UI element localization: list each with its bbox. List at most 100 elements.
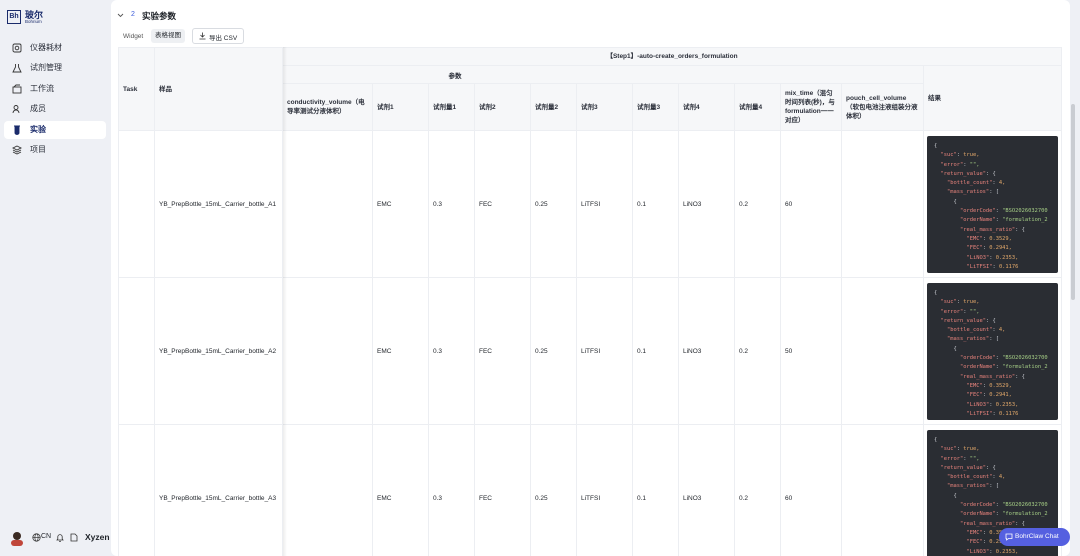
- frozen-shadow: [283, 47, 287, 556]
- value-cell: 0.3: [429, 425, 475, 556]
- nav-label: 实验: [30, 125, 46, 134]
- language[interactable]: CN: [41, 533, 52, 540]
- code-line: "return_value": {: [940, 464, 996, 471]
- collapse-chevron[interactable]: [117, 12, 124, 19]
- code-line: "orderName": "formulation_2: [959, 511, 1048, 518]
- nav-item[interactable]: 仪器耗材: [4, 39, 106, 57]
- code-line: "mass_ratios": [: [946, 483, 999, 490]
- value-cell: 0.2: [735, 425, 781, 556]
- scrollbar[interactable]: [1071, 104, 1075, 300]
- avatar: [11, 532, 23, 546]
- value-cell: LiNO3: [679, 131, 735, 278]
- code-line: {: [934, 198, 957, 205]
- code-line: "orderCode": "BSO2026032700: [959, 502, 1048, 509]
- code-line: {: [934, 437, 938, 443]
- nav-item[interactable]: 成员: [4, 100, 106, 118]
- code-block: { "suc": true, "error": "", "return_valu…: [927, 283, 1058, 420]
- column-header: mix_time（混匀时间列表(秒)，与formulation一一对应）: [781, 84, 842, 131]
- column-header: pouch_cell_volume（软包电池注液组装分液体积）: [842, 84, 924, 131]
- value-cell: EMC: [373, 278, 429, 425]
- chat-button[interactable]: BohrClaw Chat: [999, 528, 1070, 546]
- nav-label: 项目: [30, 145, 46, 154]
- code-line: "EMC": 0.3529,: [966, 235, 1012, 242]
- code-line: "return_value": {: [940, 317, 996, 324]
- group-header-label: 参数: [448, 73, 462, 80]
- code-line: "mass_ratios": [: [946, 336, 999, 343]
- column-header: 试剂量2: [531, 84, 577, 131]
- column-header: 试剂2: [475, 84, 531, 131]
- code-line: "error": "",: [940, 455, 980, 462]
- code-line: "return_value": {: [940, 170, 996, 177]
- pouch-cell: [842, 278, 924, 425]
- value-cell: FEC: [475, 278, 531, 425]
- value-cell: 0.25: [531, 425, 577, 556]
- download-icon: [199, 32, 206, 40]
- column-header: 试剂量4: [735, 84, 781, 131]
- value-cell: 50: [781, 278, 842, 425]
- nav-item[interactable]: 试剂管理: [4, 59, 106, 77]
- code-line: "FEC": 0.2941,: [966, 245, 1012, 252]
- section-title: 实验参数: [142, 11, 177, 21]
- export-label: 导出 CSV: [209, 35, 238, 42]
- nav-label: 工作流: [30, 84, 54, 93]
- value-cell: 0.2: [735, 278, 781, 425]
- globe-icon: [32, 533, 41, 542]
- code-line: "mass_ratios": [: [946, 189, 999, 196]
- value-cell: LiNO3: [679, 425, 735, 556]
- code-line: "suc": true,: [940, 299, 980, 306]
- value-cell: LiTFSI: [577, 131, 633, 278]
- tab[interactable]: Widget: [123, 33, 144, 40]
- column-header: 试剂量1: [429, 84, 475, 131]
- column-header: Task: [118, 47, 155, 131]
- code-line: "error": "",: [940, 161, 980, 168]
- nav-item[interactable]: 项目: [4, 141, 106, 159]
- code-line: "real_mass_ratio": {: [959, 373, 1025, 380]
- value-cell: FEC: [475, 131, 531, 278]
- code-line: "bottle_count": 4,: [946, 327, 1006, 334]
- code-line: "orderCode": "BSO2026032700: [959, 355, 1048, 362]
- column-header: 试剂量3: [633, 84, 679, 131]
- code-line: "orderCode": "BSO2026032700: [959, 208, 1048, 215]
- logo-subtitle: Bohrium: [25, 19, 42, 24]
- tab-active[interactable]: 表格视图: [151, 29, 185, 43]
- column-header: 试剂3: [577, 84, 633, 131]
- doc-icon[interactable]: [70, 533, 78, 542]
- code-line: {: [934, 492, 957, 499]
- export-button[interactable]: 导出 CSV: [192, 28, 244, 44]
- result-cell: [924, 131, 1062, 278]
- column-header: 试剂1: [373, 84, 429, 131]
- code-line: {: [934, 290, 938, 296]
- column-header: 试剂4: [679, 84, 735, 131]
- logo-mark: Bh: [7, 10, 21, 24]
- code-line: "suc": true,: [940, 446, 980, 453]
- value-cell: FEC: [475, 425, 531, 556]
- value-cell: 60: [781, 131, 842, 278]
- logo-name: 玻尔: [25, 10, 44, 20]
- value-cell: 60: [781, 425, 842, 556]
- value-cell: 0.3: [429, 131, 475, 278]
- nav-label: 仪器耗材: [30, 43, 62, 52]
- sample-cell: YB_PrepBottle_15mL_Carrier_bottle_A1: [155, 131, 283, 278]
- code-line: "orderName": "formulation_2: [959, 364, 1048, 371]
- value-cell: 0.3: [429, 278, 475, 425]
- code-line: "orderName": "formulation_2: [959, 217, 1048, 224]
- code-line: "bottle_count": 4,: [946, 474, 1006, 481]
- code-line: "LiNO3": 0.2353,: [966, 254, 1019, 261]
- code-line: {: [934, 345, 957, 352]
- code-line: "suc": true,: [940, 152, 980, 159]
- conductivity-cell: [283, 425, 373, 556]
- code-line: "bottle_count": 4,: [946, 180, 1006, 187]
- nav-icon: [12, 43, 22, 53]
- task-cell: [118, 278, 155, 425]
- code-line: "EMC": 0.3529,: [966, 382, 1012, 389]
- code-line: "real_mass_ratio": {: [959, 520, 1025, 527]
- code-line: "LiTFSI": 0.1176: [966, 263, 1019, 270]
- code-line: {: [934, 143, 938, 149]
- nav-item[interactable]: 工作流: [4, 80, 106, 98]
- value-cell: 0.1: [633, 131, 679, 278]
- nav-label: 试剂管理: [30, 63, 62, 72]
- column-header: 结果: [924, 66, 1062, 131]
- bell-icon[interactable]: [56, 533, 64, 542]
- nav-item[interactable]: 实验: [4, 121, 106, 139]
